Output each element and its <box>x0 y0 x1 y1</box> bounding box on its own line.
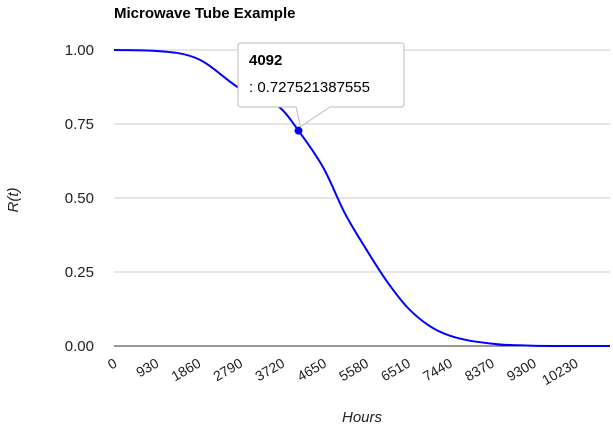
y-tick-label: 0.75 <box>65 116 94 133</box>
y-tick-label: 0.50 <box>65 190 94 207</box>
x-axis-label: Hours <box>342 409 383 426</box>
x-tick-label: 2790 <box>210 355 245 385</box>
x-tick-label: 10230 <box>539 355 581 388</box>
tooltip-title: 4092 <box>249 52 282 69</box>
x-tick-label: 7440 <box>420 355 455 385</box>
y-tick-label: 0.25 <box>65 264 94 281</box>
y-axis-label: R(t) <box>5 188 22 213</box>
x-tick-label: 9300 <box>504 355 539 385</box>
hover-point[interactable] <box>294 126 303 135</box>
x-tick-label: 5580 <box>336 355 371 385</box>
x-tick-label: 930 <box>133 355 161 381</box>
chart-title: Microwave Tube Example <box>114 5 295 22</box>
y-tick-label: 1.00 <box>65 42 94 59</box>
x-tick-label: 4650 <box>294 355 329 385</box>
x-axis-ticks: 0 930 1860 2790 3720 4650 5580 6510 7440 8370 9300… <box>105 355 581 388</box>
x-tick-label: 1860 <box>168 355 203 385</box>
x-tick-label: 0 <box>105 355 120 373</box>
y-axis-ticks: 0.00 0.25 0.50 0.75 1.00 <box>65 42 94 355</box>
tooltip: 4092 : 0.727521387555 <box>237 42 405 128</box>
y-tick-label: 0.00 <box>65 338 94 355</box>
tooltip-box <box>237 42 405 128</box>
x-tick-label: 3720 <box>252 355 287 385</box>
series-line[interactable] <box>113 49 610 347</box>
x-tick-label: 6510 <box>378 355 413 385</box>
x-tick-label: 8370 <box>462 355 497 385</box>
tooltip-value: : 0.727521387555 <box>249 79 370 96</box>
